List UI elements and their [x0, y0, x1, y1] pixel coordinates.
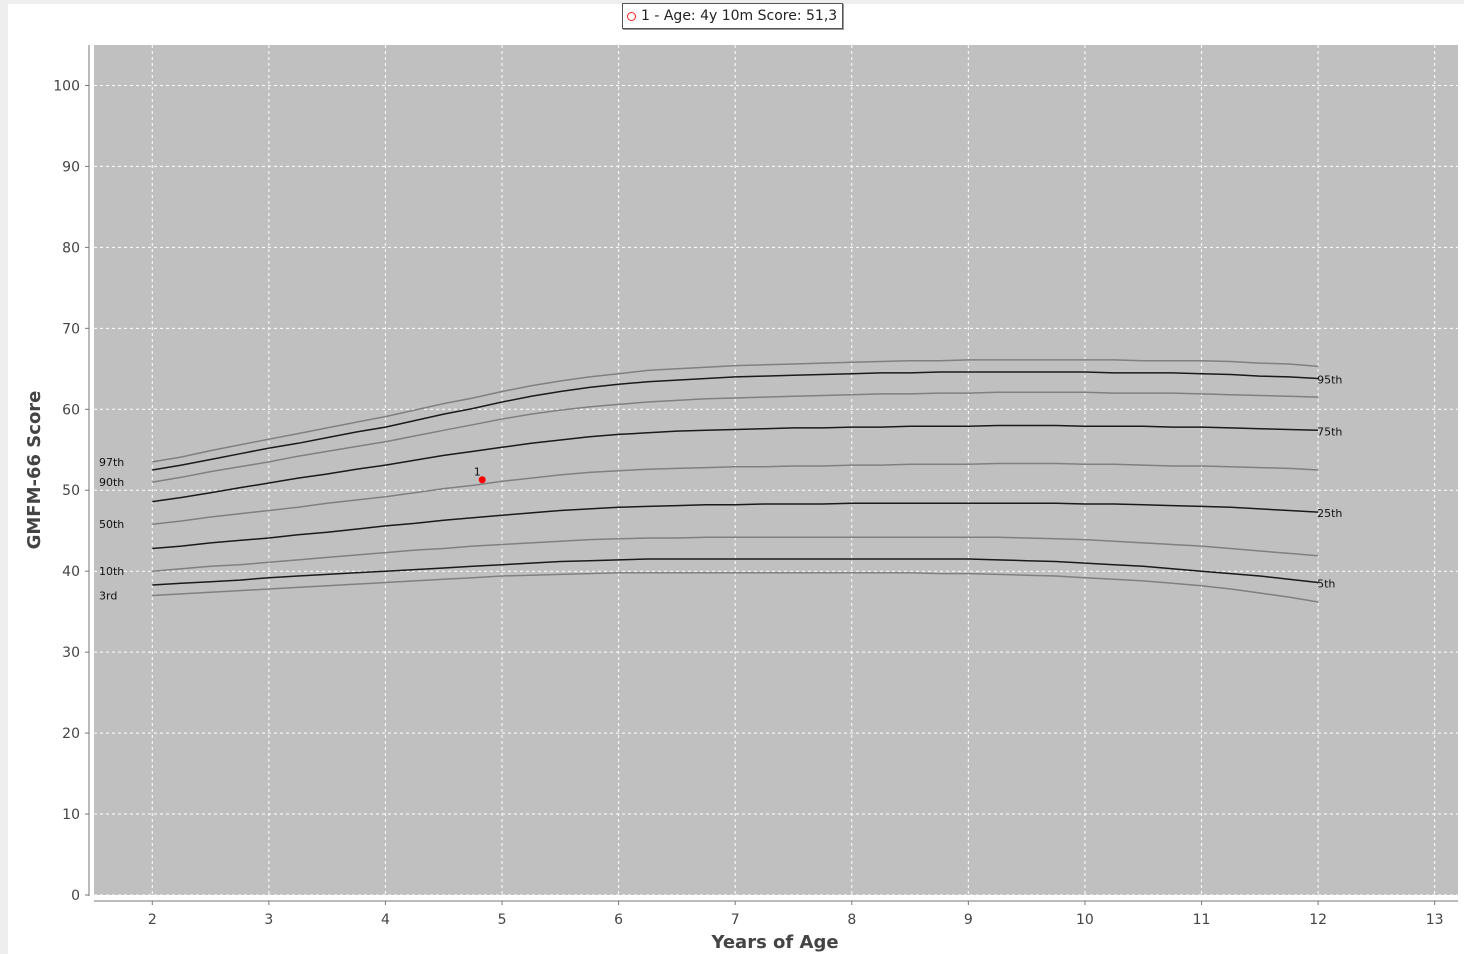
data-point-1	[478, 476, 486, 484]
x-tick-label-3: 3	[264, 912, 273, 928]
curve-label-right-5th: 5th	[1317, 578, 1335, 591]
percentile-curve-3rd	[152, 572, 1319, 603]
percentile-curve-95th	[152, 371, 1319, 471]
x-tick-label-6: 6	[614, 912, 623, 928]
x-tick-label-7: 7	[731, 912, 740, 928]
x-tick-label-5: 5	[498, 912, 507, 928]
y-tick-label-100: 100	[53, 78, 80, 94]
y-tick-label-40: 40	[62, 564, 80, 580]
percentile-curve-75th	[152, 424, 1319, 503]
percentile-curve-97th	[152, 359, 1319, 463]
y-tick-label-70: 70	[62, 321, 80, 337]
curve-label-left-3rd: 3rd	[99, 589, 117, 602]
percentile-curve-10th	[152, 536, 1319, 572]
x-tick-label-9: 9	[964, 912, 973, 928]
curve-label-right-25th: 25th	[1317, 507, 1342, 520]
x-tick-label-8: 8	[847, 912, 856, 928]
y-tick-label-20: 20	[62, 726, 80, 742]
x-tick-label-12: 12	[1309, 912, 1327, 928]
axes	[88, 45, 1458, 902]
x-tick-label-2: 2	[148, 912, 157, 928]
percentile-curve-90th	[152, 391, 1319, 483]
curve-label-right-95th: 95th	[1317, 374, 1342, 387]
percentile-curve-50th	[152, 462, 1319, 525]
y-tick-label-50: 50	[62, 483, 80, 499]
y-tick-label-30: 30	[62, 645, 80, 661]
percentile-labels: 97th 95th 90th 75th 50th 25th 10th 5th 3rd	[99, 374, 1342, 603]
percentile-curves	[152, 359, 1319, 603]
curve-label-left-97th: 97th	[99, 456, 124, 469]
x-tick-label-11: 11	[1193, 912, 1211, 928]
y-tick-label-60: 60	[62, 402, 80, 418]
y-tick-label-0: 0	[71, 888, 80, 904]
curve-label-left-10th: 10th	[99, 565, 124, 578]
x-axis-label: Years of Age	[710, 932, 838, 953]
y-tick-label-10: 10	[62, 807, 80, 823]
legend-marker-icon	[627, 11, 636, 21]
gridlines	[94, 45, 1458, 896]
percentile-curve-5th	[152, 558, 1319, 586]
percentile-curve-25th	[152, 502, 1319, 550]
data-point-label-1: 1	[474, 466, 481, 479]
legend: 1 - Age: 4y 10m Score: 51,3	[622, 3, 844, 29]
x-tick-label-13: 13	[1426, 912, 1444, 928]
y-axis-label: GMFM-66 Score	[24, 391, 45, 550]
x-tick-label-4: 4	[381, 912, 390, 928]
legend-label: 1 - Age: 4y 10m Score: 51,3	[641, 8, 838, 24]
y-tick-label-90: 90	[62, 159, 80, 175]
curve-label-left-90th: 90th	[99, 476, 124, 489]
plot-area	[94, 45, 1458, 895]
curve-label-right-75th: 75th	[1317, 425, 1342, 438]
y-tick-label-80: 80	[62, 240, 80, 256]
data-points: 1	[474, 466, 486, 484]
tick-labels: 2 3 4 5 6 7 8 9 10 11 12 13 0 10 20 30 40 50 60 70 80 90 100	[53, 78, 1443, 928]
curve-label-left-50th: 50th	[99, 518, 124, 531]
x-tick-label-10: 10	[1076, 912, 1094, 928]
